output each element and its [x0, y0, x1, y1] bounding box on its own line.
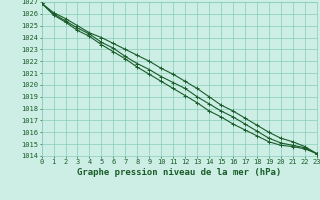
X-axis label: Graphe pression niveau de la mer (hPa): Graphe pression niveau de la mer (hPa): [77, 168, 281, 177]
